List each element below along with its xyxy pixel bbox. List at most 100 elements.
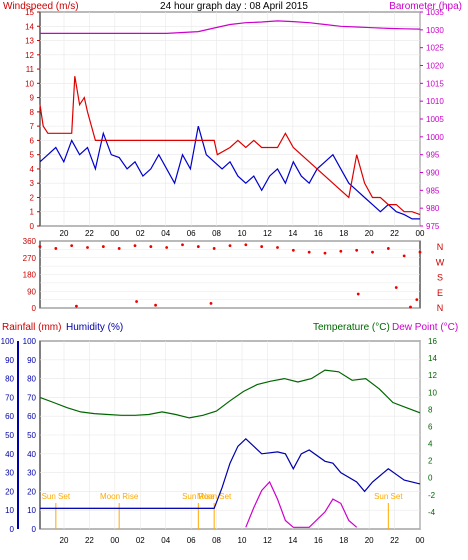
direction-point	[165, 246, 169, 249]
graph-title: 24 hour graph day : 08 April 2015	[160, 1, 308, 12]
rain-series-line	[245, 480, 358, 528]
barometer-tick-label: 1025	[426, 44, 444, 53]
windspeed-tick-label: 2	[30, 193, 35, 202]
barometer-tick-label: 1020	[426, 62, 444, 71]
event-label: Sun Set	[374, 492, 403, 501]
windspeed-tick-label: 5	[30, 151, 35, 160]
barometer-tick-label: 1015	[426, 79, 444, 88]
rainfall-tick-label: 0	[10, 525, 15, 534]
rainfall-tick-label: 100	[1, 337, 15, 346]
direction-point	[86, 246, 89, 249]
direction-ticks: 0 90 180 270 360	[23, 237, 37, 313]
wind-time-tick: 10	[238, 229, 247, 238]
direction-point	[402, 254, 406, 258]
direction-point	[209, 301, 213, 305]
direction-point	[135, 300, 138, 303]
rain-humidity-temp-panel: Rainfall (mm) Humidity (%) Temperature (…	[1, 322, 459, 545]
temperature-tick-label: 10	[428, 388, 437, 397]
wind-time-tick: 06	[187, 229, 196, 238]
rainfall-tick-label: 70	[5, 393, 14, 402]
wind-time-tick: 08	[212, 229, 221, 238]
direction-point	[181, 243, 184, 247]
rain-time-tick: 14	[288, 536, 297, 545]
direction-point	[154, 303, 157, 307]
windspeed-axis-label: Windspeed (m/s)	[3, 1, 79, 12]
compass-label: N	[437, 242, 444, 252]
wind-time-tick: 02	[136, 229, 145, 238]
barometer-tick-label: 1000	[426, 133, 444, 142]
direction-point	[409, 305, 412, 309]
direction-point	[355, 248, 359, 252]
rain-time-tick: 10	[238, 536, 247, 545]
rain-time-tick: 04	[161, 536, 170, 545]
temperature-tick-label: 2	[428, 457, 433, 466]
rainfall-tick-label: 80	[5, 375, 14, 384]
event-label: Sun Rise	[182, 492, 215, 501]
windspeed-tick-label: 1	[30, 208, 35, 217]
barometer-tick-label: 980	[426, 204, 440, 213]
wind-time-tick: 04	[161, 229, 170, 238]
temperature-tick-label: 16	[428, 337, 437, 346]
humidity-tick-label: 100	[23, 337, 37, 346]
rainfall-tick-label: 40	[5, 450, 14, 459]
barometer-tick-label: 990	[426, 169, 440, 178]
wind-time-tick: 22	[390, 229, 399, 238]
rain-time-tick: 20	[365, 536, 374, 545]
windspeed-tick-label: 6	[30, 136, 35, 145]
direction-tick-label: 270	[23, 254, 37, 263]
wind-time-tick: 16	[314, 229, 323, 238]
direction-point	[418, 250, 422, 254]
rain-time-tick: 22	[390, 536, 399, 545]
direction-point	[196, 245, 200, 248]
wind-time-tick: 00	[110, 229, 119, 238]
compass-label: E	[437, 288, 443, 298]
humidity-tick-label: 60	[27, 412, 36, 421]
direction-tick-label: 0	[32, 304, 37, 313]
direction-point	[133, 244, 137, 248]
wind-time-tick: 12	[263, 229, 272, 238]
humidity-tick-label: 50	[27, 431, 36, 440]
direction-point	[149, 245, 153, 248]
rain-time-tick: 18	[339, 536, 348, 545]
wind-series-line	[40, 20, 421, 35]
wind-time-tick: 00	[416, 229, 425, 238]
rainfall-ticks: 0 10 20 30 40 50 60 70 80 90 100	[1, 337, 19, 534]
direction-point	[260, 245, 264, 248]
direction-point	[244, 243, 248, 247]
direction-point	[101, 245, 105, 248]
direction-point	[307, 250, 311, 254]
direction-point	[54, 247, 58, 250]
temperature-ticks: -4 -2 0 2 4 6 8 10 12 14 16	[428, 337, 437, 517]
direction-point	[117, 247, 121, 250]
event-label: Moon Set	[197, 492, 232, 501]
rain-time-tick: 12	[263, 536, 272, 545]
rain-time-tick: 20	[60, 536, 69, 545]
direction-point	[38, 245, 42, 248]
wind-series-group	[39, 20, 421, 220]
humidity-tick-label: 40	[27, 450, 36, 459]
compass-label: S	[437, 273, 443, 283]
direction-tick-label: 90	[27, 287, 36, 296]
rainfall-tick-label: 30	[5, 469, 14, 478]
rain-time-tick: 16	[314, 536, 323, 545]
compass-label: N	[437, 303, 444, 313]
barometer-tick-label: 995	[426, 151, 440, 160]
humidity-axis-label: Humidity (%)	[66, 322, 123, 333]
rainfall-tick-label: 10	[5, 506, 14, 515]
rainfall-tick-label: 60	[5, 412, 14, 421]
windspeed-tick-label: 13	[25, 37, 34, 46]
direction-series-group	[38, 243, 422, 309]
windspeed-tick-label: 11	[26, 65, 35, 74]
direction-tick-label: 360	[23, 237, 37, 246]
temperature-tick-label: -4	[428, 508, 436, 517]
direction-point	[70, 244, 74, 248]
wind-series-line	[39, 125, 420, 220]
windspeed-tick-label: 10	[25, 79, 34, 88]
rain-time-tick: 08	[212, 536, 221, 545]
barometer-tick-label: 1035	[426, 8, 444, 17]
rainfall-tick-label: 20	[5, 487, 14, 496]
